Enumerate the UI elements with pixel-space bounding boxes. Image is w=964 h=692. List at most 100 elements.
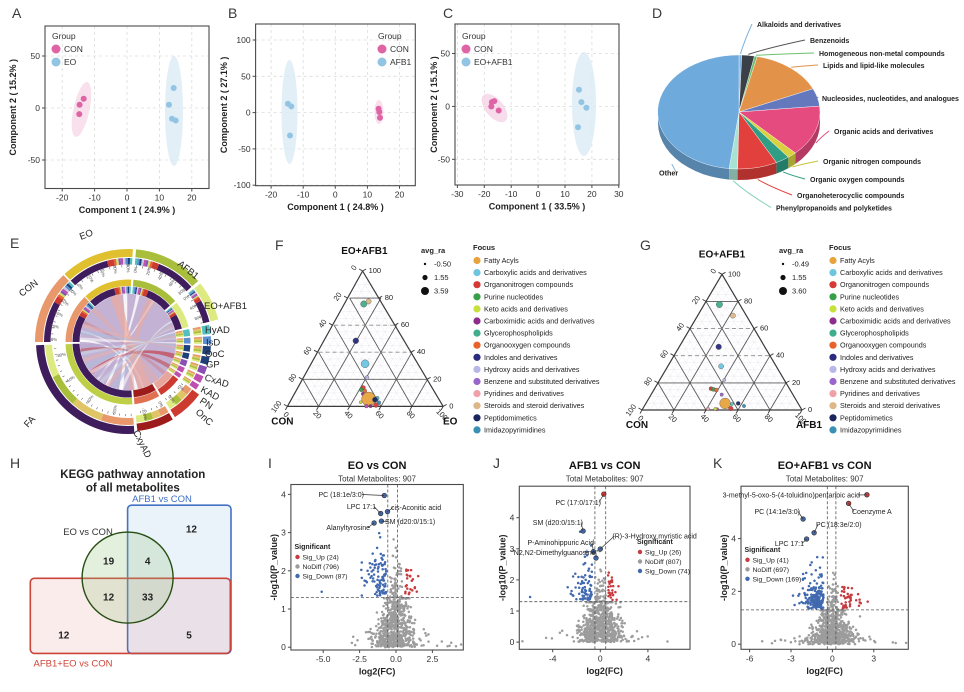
svg-text:0: 0 bbox=[445, 101, 450, 111]
svg-text:4: 4 bbox=[731, 534, 736, 544]
svg-text:0: 0 bbox=[449, 401, 453, 410]
svg-text:CON: CON bbox=[271, 416, 293, 427]
svg-text:Organic oxygen compounds: Organic oxygen compounds bbox=[810, 177, 905, 184]
svg-text:0: 0 bbox=[830, 653, 835, 663]
svg-text:B: B bbox=[228, 5, 237, 21]
svg-text:Component 1 ( 24.8% ): Component 1 ( 24.8% ) bbox=[287, 202, 384, 212]
svg-text:0: 0 bbox=[125, 193, 130, 203]
svg-text:PC (17:0/17:1): PC (17:0/17:1) bbox=[555, 500, 601, 507]
svg-text:G: G bbox=[640, 237, 651, 253]
svg-text:4: 4 bbox=[646, 653, 651, 663]
svg-text:80: 80 bbox=[385, 293, 393, 302]
svg-text:EO vs CON: EO vs CON bbox=[63, 527, 113, 538]
svg-text:Imidazopyrimidines: Imidazopyrimidines bbox=[840, 425, 902, 434]
svg-text:100: 100 bbox=[236, 35, 250, 45]
svg-text:Sig_Up (24): Sig_Up (24) bbox=[303, 555, 339, 562]
svg-text:Fatty Acyls: Fatty Acyls bbox=[840, 256, 875, 265]
svg-text:avg_ra: avg_ra bbox=[421, 246, 446, 255]
svg-text:D: D bbox=[652, 5, 662, 21]
svg-text:PC (18:3e/2:0): PC (18:3e/2:0) bbox=[816, 522, 862, 529]
svg-text:Organooxygen compounds: Organooxygen compounds bbox=[484, 341, 571, 350]
svg-text:1: 1 bbox=[281, 604, 286, 614]
svg-text:3: 3 bbox=[281, 528, 286, 538]
svg-text:-log10(P_value): -log10(P_value) bbox=[269, 534, 279, 601]
svg-text:AFB1: AFB1 bbox=[390, 57, 412, 67]
svg-text:0: 0 bbox=[333, 190, 338, 200]
svg-text:Peptidomimetics: Peptidomimetics bbox=[840, 413, 893, 422]
svg-text:3: 3 bbox=[871, 653, 876, 663]
svg-text:Indoles and derivatives: Indoles and derivatives bbox=[840, 353, 914, 362]
svg-text:Organooxygen compounds: Organooxygen compounds bbox=[840, 341, 927, 350]
svg-text:Glycerophospholipids: Glycerophospholipids bbox=[484, 329, 553, 338]
svg-text:Purine nucleotides: Purine nucleotides bbox=[840, 292, 900, 301]
svg-text:(R)-3-Hydroxy myristic acid: (R)-3-Hydroxy myristic acid bbox=[612, 534, 697, 541]
svg-text:NoDiff (807): NoDiff (807) bbox=[645, 559, 682, 566]
svg-text:NoDiff (697): NoDiff (697) bbox=[753, 567, 790, 574]
svg-text:Pyridines and derivatives: Pyridines and derivatives bbox=[484, 389, 564, 398]
svg-text:NoDiff (796): NoDiff (796) bbox=[303, 564, 340, 571]
svg-text:Total Metabolites: 907: Total Metabolites: 907 bbox=[338, 475, 416, 484]
svg-text:-6: -6 bbox=[746, 653, 754, 663]
svg-text:-20: -20 bbox=[265, 190, 278, 200]
svg-text:-10: -10 bbox=[88, 193, 101, 203]
svg-text:P-Aminohippuric Acid: P-Aminohippuric Acid bbox=[527, 540, 594, 547]
svg-text:80: 80 bbox=[744, 296, 752, 305]
svg-text:0: 0 bbox=[35, 103, 40, 113]
svg-text:CON: CON bbox=[626, 420, 648, 431]
svg-text:10: 10 bbox=[363, 190, 373, 200]
svg-text:of all metabolites: of all metabolites bbox=[86, 483, 180, 495]
svg-text:Component 1 ( 24.9% ): Component 1 ( 24.9% ) bbox=[79, 205, 176, 215]
svg-text:Alkaloids and derivatives: Alkaloids and derivatives bbox=[757, 22, 841, 29]
svg-text:3-methyl-5-oxo-5-(4-toluidino): 3-methyl-5-oxo-5-(4-toluidino)pentanoic … bbox=[723, 493, 860, 500]
svg-text:Significant: Significant bbox=[295, 544, 331, 551]
svg-text:H: H bbox=[10, 455, 20, 471]
svg-text:4: 4 bbox=[281, 489, 286, 499]
svg-text:0.0: 0.0 bbox=[390, 654, 402, 664]
svg-text:K: K bbox=[713, 455, 723, 471]
svg-text:GP: GP bbox=[206, 360, 220, 371]
svg-text:20: 20 bbox=[395, 190, 405, 200]
svg-text:Organonitrogen compounds: Organonitrogen compounds bbox=[840, 280, 930, 289]
svg-text:EO: EO bbox=[443, 416, 458, 427]
svg-text:Keto acids and derivatives: Keto acids and derivatives bbox=[840, 304, 924, 313]
svg-text:0: 0 bbox=[281, 642, 286, 652]
svg-text:AFB1+EO vs CON: AFB1+EO vs CON bbox=[34, 659, 113, 670]
svg-text:Lipids and lipid-like molecule: Lipids and lipid-like molecules bbox=[823, 63, 925, 70]
svg-text:10: 10 bbox=[155, 193, 165, 203]
svg-text:60: 60 bbox=[760, 324, 768, 333]
svg-text:Other: Other bbox=[659, 169, 678, 178]
svg-text:Component 2 ( 27.1% ): Component 2 ( 27.1% ) bbox=[219, 57, 229, 154]
svg-text:60: 60 bbox=[401, 320, 409, 329]
svg-text:Benzene and substituted deriva: Benzene and substituted derivatives bbox=[484, 377, 600, 386]
svg-text:I: I bbox=[268, 455, 272, 471]
svg-text:Hydroxy acids and derivatives: Hydroxy acids and derivatives bbox=[484, 365, 580, 374]
svg-text:EO: EO bbox=[64, 57, 77, 67]
svg-text:EO vs CON: EO vs CON bbox=[348, 460, 407, 472]
svg-text:SM (d20:0/15:1): SM (d20:0/15:1) bbox=[533, 520, 583, 527]
svg-text:50: 50 bbox=[441, 49, 451, 59]
svg-text:CON: CON bbox=[64, 44, 83, 54]
svg-text:Sig_Down (169): Sig_Down (169) bbox=[753, 576, 802, 583]
svg-text:Component 1 ( 33.5% ): Component 1 ( 33.5% ) bbox=[489, 202, 586, 212]
svg-text:0%: 0% bbox=[133, 266, 139, 273]
svg-text:Keto acids and derivatives: Keto acids and derivatives bbox=[484, 304, 568, 313]
svg-text:AFB1 vs CON: AFB1 vs CON bbox=[569, 460, 641, 472]
svg-text:-log10(P_value): -log10(P_value) bbox=[497, 534, 507, 601]
svg-text:Glycerophospholipids: Glycerophospholipids bbox=[840, 329, 909, 338]
svg-text:Sig_Up (41): Sig_Up (41) bbox=[753, 557, 789, 564]
svg-text:Focus: Focus bbox=[473, 243, 495, 252]
svg-text:EO+AFB1: EO+AFB1 bbox=[204, 301, 247, 312]
svg-text:OoC: OoC bbox=[205, 349, 225, 360]
svg-text:CON: CON bbox=[474, 44, 493, 54]
svg-text:19: 19 bbox=[103, 557, 115, 568]
svg-text:-30: -30 bbox=[451, 189, 464, 199]
svg-text:Steroids and steroid derivativ: Steroids and steroid derivatives bbox=[484, 401, 585, 410]
svg-text:CON: CON bbox=[390, 44, 409, 54]
svg-text:HyAD: HyAD bbox=[205, 325, 230, 336]
svg-text:A: A bbox=[12, 5, 22, 21]
svg-text:80%: 80% bbox=[126, 264, 131, 273]
svg-text:5: 5 bbox=[186, 631, 192, 642]
svg-text:-50: -50 bbox=[238, 144, 251, 154]
svg-text:Organoheterocyclic compounds: Organoheterocyclic compounds bbox=[797, 193, 904, 200]
svg-text:0: 0 bbox=[598, 653, 603, 663]
